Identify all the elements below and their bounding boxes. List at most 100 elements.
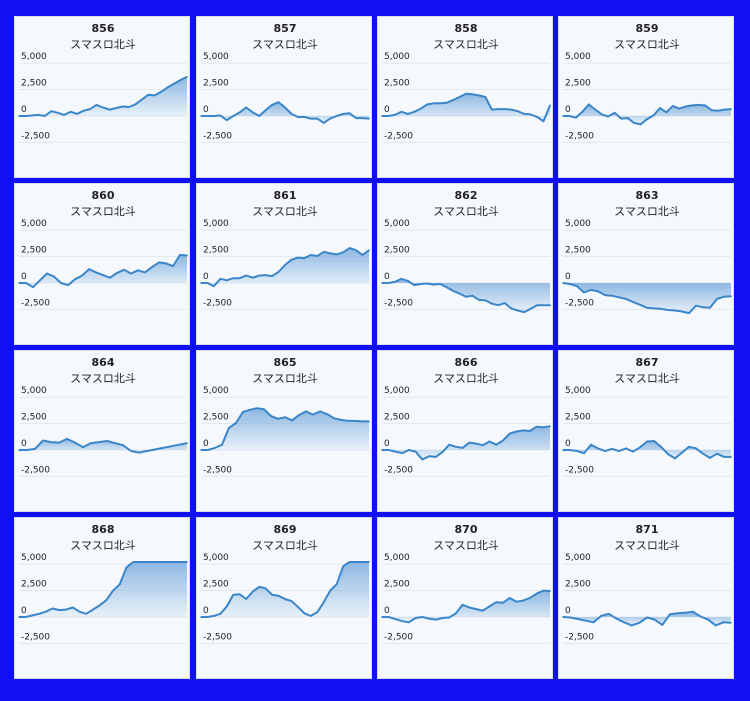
- data-point: [226, 119, 228, 121]
- data-point: [542, 426, 545, 429]
- chart-title: 871: [636, 523, 659, 536]
- data-point: [562, 449, 564, 451]
- y-tick-label: -2,500: [565, 632, 594, 642]
- data-point: [381, 115, 383, 117]
- y-tick-label: -2,500: [384, 465, 413, 475]
- data-point: [674, 457, 676, 460]
- chart-subtitle: スマスロ北斗: [433, 539, 499, 552]
- data-point: [461, 447, 464, 449]
- data-point: [37, 114, 40, 116]
- data-point: [688, 446, 690, 448]
- chart-subtitle: スマスロ北斗: [70, 205, 136, 218]
- series-area: [382, 278, 550, 313]
- data-point: [264, 109, 267, 111]
- data-point: [186, 442, 188, 444]
- data-point: [597, 290, 599, 293]
- y-tick-label: -2,500: [565, 465, 594, 475]
- data-point: [329, 589, 331, 592]
- data-point: [42, 439, 44, 442]
- data-point: [290, 600, 293, 602]
- chart-subtitle: スマスロ北斗: [433, 372, 499, 385]
- y-tick-label: 5,000: [565, 386, 591, 396]
- data-point: [608, 613, 610, 615]
- data-point: [652, 114, 655, 117]
- y-tick-label: 5,000: [21, 52, 47, 62]
- chart-svg: 868 スマスロ北斗 5,000 2,500 0 -2,500: [18, 523, 188, 644]
- data-point: [151, 266, 153, 268]
- data-point: [445, 102, 448, 104]
- data-point: [32, 286, 34, 288]
- data-point: [58, 609, 61, 611]
- y-tick-label: 2,500: [203, 580, 229, 590]
- data-point: [435, 456, 437, 458]
- y-tick-label: 5,000: [384, 219, 410, 229]
- data-point: [31, 114, 33, 117]
- data-point: [414, 617, 417, 619]
- data-point: [678, 107, 681, 110]
- data-point: [452, 290, 454, 292]
- data-point: [439, 102, 441, 105]
- data-point: [633, 122, 635, 124]
- data-point: [594, 108, 597, 111]
- data-point: [576, 450, 578, 452]
- data-point: [206, 115, 209, 117]
- data-point: [44, 115, 46, 117]
- chart-panel-865: 865 スマスロ北斗 5,000 2,500 0 -2,500: [196, 350, 372, 512]
- chart-panel-858: 858 スマスロ北斗 5,000 2,500 0 -2,500: [377, 16, 553, 178]
- chart-title: 859: [636, 22, 659, 35]
- y-tick-label: 2,500: [203, 79, 229, 89]
- data-point: [348, 247, 351, 249]
- data-point: [335, 253, 338, 256]
- data-point: [542, 120, 545, 123]
- data-point: [130, 272, 132, 275]
- chart-svg: 860 スマスロ北斗 5,000 2,500 0 -2,500: [18, 189, 188, 310]
- data-point: [303, 612, 306, 615]
- data-point: [158, 261, 160, 264]
- chart-title: 857: [274, 22, 297, 35]
- y-tick-label: 2,500: [565, 580, 591, 590]
- y-tick-label: 2,500: [565, 413, 591, 423]
- chart-svg: 867 スマスロ北斗 5,000 2,500 0 -2,500: [562, 356, 732, 477]
- data-point: [213, 115, 215, 117]
- data-point: [72, 606, 74, 609]
- data-point: [630, 624, 633, 627]
- data-point: [569, 449, 571, 451]
- data-point: [200, 115, 202, 117]
- data-point: [691, 104, 693, 107]
- y-tick-label: 5,000: [21, 553, 47, 563]
- data-point: [251, 111, 254, 114]
- data-point: [284, 106, 286, 109]
- data-point: [95, 104, 98, 106]
- data-point: [159, 561, 161, 563]
- data-point: [632, 450, 634, 453]
- data-point: [583, 291, 585, 294]
- data-point: [258, 115, 260, 117]
- data-point: [716, 298, 718, 300]
- data-point: [297, 606, 299, 608]
- data-point: [562, 616, 564, 618]
- chart-subtitle: スマスロ北斗: [614, 372, 680, 385]
- data-point: [659, 107, 661, 109]
- y-tick-label: -2,500: [21, 298, 50, 308]
- data-point: [121, 105, 124, 108]
- y-tick-label: 2,500: [384, 79, 410, 89]
- data-point: [522, 429, 524, 432]
- data-point: [297, 256, 299, 259]
- chart-panel-862: 862 スマスロ北斗 5,000 2,500 0 -2,500: [377, 183, 553, 345]
- chart-svg: 871 スマスロ北斗 5,000 2,500 0 -2,500: [562, 523, 732, 644]
- data-point: [115, 107, 117, 109]
- y-tick-label: 0: [384, 105, 390, 115]
- data-point: [401, 620, 403, 622]
- y-tick-label: -2,500: [203, 632, 232, 642]
- data-point: [310, 117, 312, 120]
- series-area: [19, 76, 187, 116]
- data-point: [258, 274, 260, 277]
- data-point: [303, 116, 306, 118]
- y-tick-label: 0: [565, 606, 571, 616]
- data-point: [529, 430, 531, 432]
- data-point: [484, 96, 487, 98]
- data-point: [562, 282, 564, 284]
- data-point: [235, 422, 237, 424]
- chart-title: 861: [274, 189, 297, 202]
